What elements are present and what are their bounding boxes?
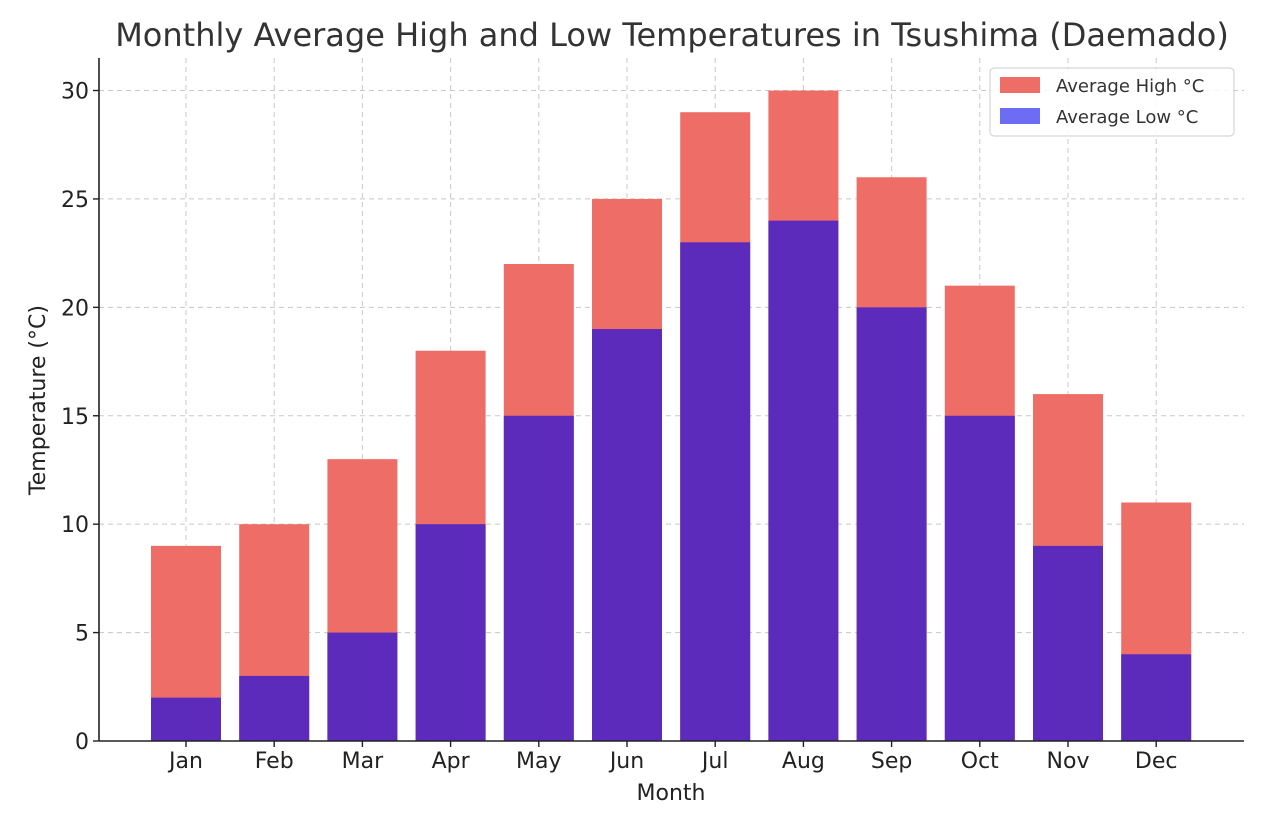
x-tick-label: Nov [1047,749,1090,774]
bar-low-oct [944,415,1015,741]
x-tick-label: Oct [961,749,999,774]
bar-low-dec [1121,654,1192,741]
legend-swatch [1000,77,1040,93]
y-tick-label: 30 [61,80,89,105]
y-tick-label: 25 [61,188,89,213]
x-axis-label: Month [637,781,706,806]
x-tick-label: Aug [782,749,825,774]
legend: Average High °C Average Low °C [989,67,1235,137]
legend-label: Average Low °C [1056,107,1198,128]
x-tick-label: Mar [342,749,384,774]
bar-low-may [503,415,574,741]
chart-title: Monthly Average High and Low Temperature… [115,16,1229,54]
bar-low-nov [1033,545,1103,741]
y-tick-label: 10 [61,513,89,538]
x-tick-label: Apr [432,749,471,774]
y-axis-label: Temperature (°C) [26,305,51,496]
y-tick-label: 0 [75,730,89,755]
legend-label: Average High °C [1056,76,1204,97]
bar-low-apr [415,524,486,741]
x-tick-label: Feb [255,749,294,774]
legend-box [989,67,1235,137]
bar-low-mar [327,632,398,741]
x-tick-label: May [516,749,561,774]
x-tick-label: Jan [167,749,203,774]
y-tick-label: 20 [61,296,89,321]
bars [151,90,1192,742]
bar-low-jul [680,242,751,742]
legend-swatch [1000,108,1040,124]
y-tick-label: 15 [61,405,89,430]
x-tick-label: Jun [608,749,644,774]
bar-low-jun [592,329,662,741]
x-tick-label: Sep [871,749,912,774]
x-tick-label: Jul [700,749,729,774]
bar-low-jan [151,697,221,741]
bar-low-sep [856,307,927,741]
bar-low-aug [768,220,839,742]
axes: 0 5 10 15 20 25 30 Jan Feb Mar Apr May Jun Jul Aug Sep O… [61,58,1244,774]
bar-low-feb [239,675,310,741]
x-tick-label: Dec [1135,749,1178,774]
y-tick-label: 5 [75,622,89,647]
